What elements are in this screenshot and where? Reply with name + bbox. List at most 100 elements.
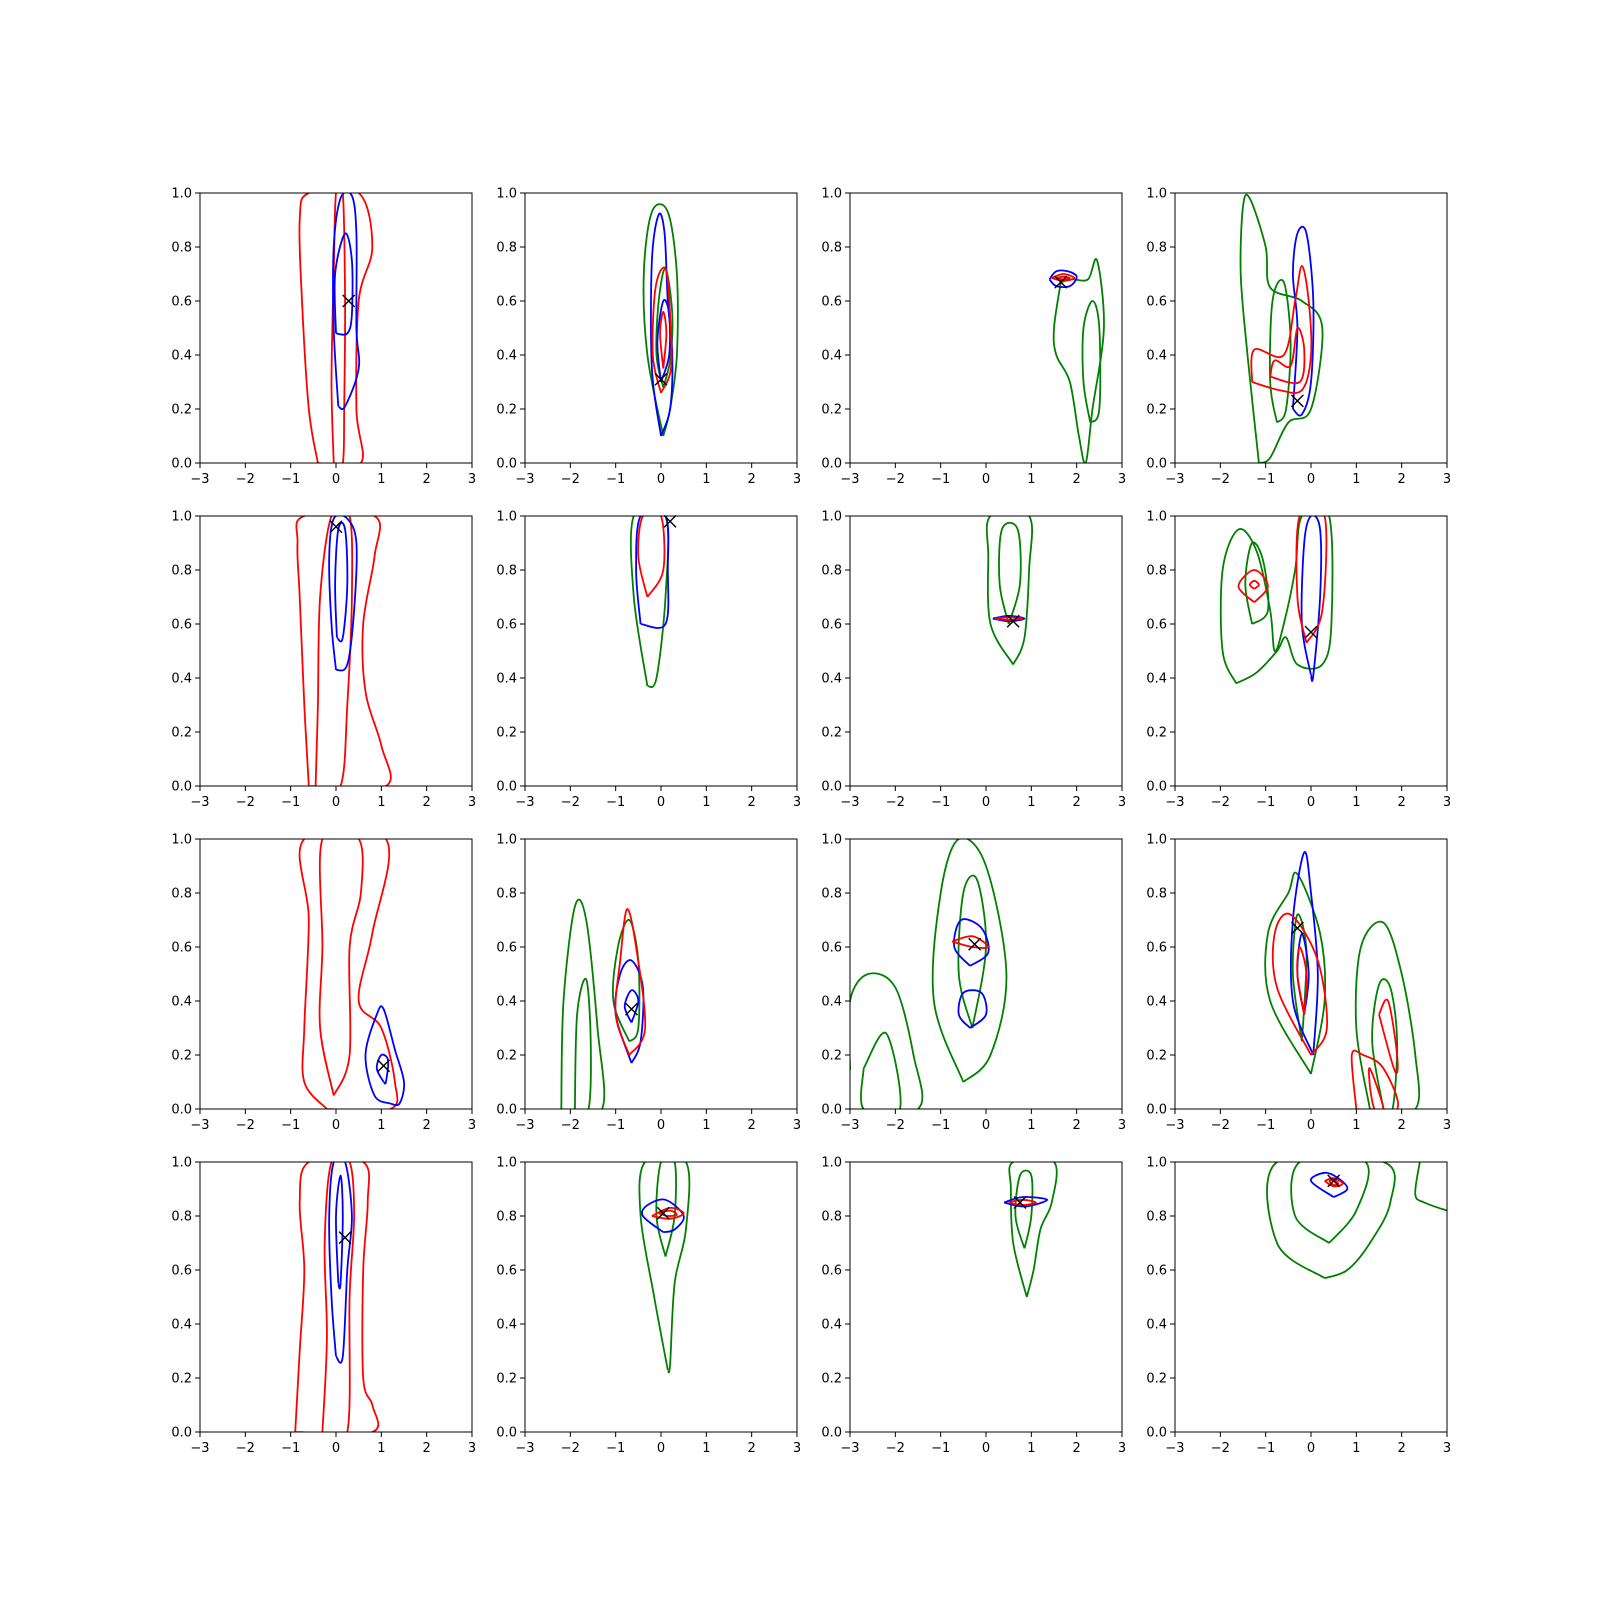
y-tick-label: 0.6 xyxy=(496,618,517,633)
x-tick-label: −3 xyxy=(840,1118,859,1133)
y-tick-label: 0.6 xyxy=(496,1264,517,1279)
y-tick-label: 0.0 xyxy=(1146,1426,1167,1441)
y-tick-label: 0.8 xyxy=(821,1210,842,1225)
y-tick-label: 0.8 xyxy=(171,241,192,256)
axes-frame xyxy=(849,1161,1123,1433)
contour-group xyxy=(642,203,679,437)
contour-green-2 xyxy=(1269,278,1292,424)
y-tick-label: 0.2 xyxy=(496,1372,517,1387)
subplot-3-1: −3 −2 −1 0 1 2 3 0.0 0.2 0.4 0.6 0.8 1.0 xyxy=(171,833,476,1134)
x-marker xyxy=(342,294,356,308)
contour-green-1 xyxy=(1052,257,1105,463)
x-tick-label: −2 xyxy=(236,472,255,487)
contour-green-2 xyxy=(655,1162,677,1257)
contour-blue-3 xyxy=(1300,516,1322,682)
x-tick-label: −3 xyxy=(1165,1441,1184,1456)
y-tick-label: 0.0 xyxy=(171,780,192,795)
x-marker xyxy=(625,1002,639,1016)
y-tick-label: 0.0 xyxy=(821,780,842,795)
contour-green-2 xyxy=(1014,1169,1034,1249)
contour-group xyxy=(985,516,1033,665)
y-tick-label: 0.2 xyxy=(171,403,192,418)
contour-green-2 xyxy=(998,521,1022,625)
x-tick-label: −3 xyxy=(190,1118,209,1133)
x-tick-label: 3 xyxy=(793,795,801,810)
x-tick-label: 0 xyxy=(657,795,665,810)
y-tick-label: 0.4 xyxy=(496,672,517,687)
y-tick-label: 0.0 xyxy=(821,1103,842,1118)
axes-frame xyxy=(1174,515,1448,787)
x-tick-label: 0 xyxy=(982,472,990,487)
contour-red-4 xyxy=(995,616,1024,621)
x-tick-label: 2 xyxy=(1073,1441,1081,1456)
contour-group xyxy=(1048,257,1105,463)
x-tick-label: 1 xyxy=(1352,795,1360,810)
contour-red-10 xyxy=(1368,1067,1385,1109)
y-tick-label: 0.8 xyxy=(1146,241,1167,256)
contour-red-2 xyxy=(314,516,354,786)
y-tick-label: 0.2 xyxy=(821,726,842,741)
y-tick-label: 0.4 xyxy=(1146,349,1167,364)
y-tick-label: 0.6 xyxy=(821,618,842,633)
x-tick-label: −3 xyxy=(190,1441,209,1456)
x-tick-label: −2 xyxy=(886,472,905,487)
x-tick-label: −1 xyxy=(281,472,300,487)
x-tick-label: −1 xyxy=(1256,795,1275,810)
x-tick-label: 0 xyxy=(657,1441,665,1456)
y-tick-label: 0.8 xyxy=(496,887,517,902)
y-tick-label: 0.2 xyxy=(1146,403,1167,418)
x-tick-label: 2 xyxy=(1398,1441,1406,1456)
y-tick-label: 1.0 xyxy=(1146,1156,1167,1171)
contour-green-2 xyxy=(860,1031,902,1109)
contour-blue-2 xyxy=(635,516,670,629)
x-tick-label: 3 xyxy=(468,795,476,810)
x-tick-label: 3 xyxy=(793,472,801,487)
x-tick-label: 0 xyxy=(657,1118,665,1133)
contour-green-2 xyxy=(574,977,592,1109)
x-tick-label: −1 xyxy=(931,795,950,810)
x-tick-label: −2 xyxy=(1211,795,1230,810)
y-tick-label: 0.6 xyxy=(1146,618,1167,633)
y-tick-label: 0.8 xyxy=(821,887,842,902)
contour-group xyxy=(1003,1162,1058,1298)
y-tick-label: 1.0 xyxy=(171,510,192,525)
y-tick-label: 0.6 xyxy=(821,1264,842,1279)
contour-green-2 xyxy=(1244,541,1270,625)
x-tick-label: −3 xyxy=(515,472,534,487)
x-tick-label: −3 xyxy=(515,1441,534,1456)
x-tick-label: −1 xyxy=(606,1441,625,1456)
contour-green-2 xyxy=(1081,300,1102,424)
contour-red-6 xyxy=(659,310,668,369)
x-tick-label: 2 xyxy=(423,795,431,810)
x-tick-label: 1 xyxy=(702,472,710,487)
x-tick-label: −3 xyxy=(1165,795,1184,810)
x-tick-label: −2 xyxy=(236,1118,255,1133)
y-tick-label: 0.8 xyxy=(496,564,517,579)
contour-green-3 xyxy=(1354,920,1421,1109)
x-tick-label: 2 xyxy=(1073,795,1081,810)
x-marker xyxy=(654,372,668,386)
x-tick-label: 0 xyxy=(1307,1118,1315,1133)
contour-blue-3 xyxy=(650,212,674,437)
y-tick-label: 1.0 xyxy=(821,1156,842,1171)
x-tick-label: −1 xyxy=(931,1118,950,1133)
contour-red-5 xyxy=(1269,326,1306,385)
y-tick-label: 1.0 xyxy=(496,833,517,848)
y-tick-label: 0.2 xyxy=(171,726,192,741)
contour-group xyxy=(1264,851,1421,1109)
x-tick-label: 0 xyxy=(1307,472,1315,487)
contour-blue-4 xyxy=(375,1053,390,1085)
contour-green-1 xyxy=(1239,193,1324,463)
contour-red-6 xyxy=(1248,579,1260,590)
x-tick-label: −2 xyxy=(886,1118,905,1133)
subplot-grid: −3 −2 −1 0 1 2 3 0.0 0.2 0.4 0.6 0.8 1.0 −3 −2 −1 0 1 2 3 0.… xyxy=(171,187,1451,1457)
y-tick-label: 0.0 xyxy=(496,1426,517,1441)
contour-green-1 xyxy=(985,516,1033,665)
x-tick-label: 1 xyxy=(1027,1118,1035,1133)
contour-red-9 xyxy=(1350,1049,1399,1109)
y-tick-label: 0.6 xyxy=(171,941,192,956)
x-tick-label: −2 xyxy=(236,795,255,810)
contour-red-5 xyxy=(1237,569,1269,604)
y-tick-label: 0.8 xyxy=(821,241,842,256)
y-tick-label: 0.8 xyxy=(1146,564,1167,579)
